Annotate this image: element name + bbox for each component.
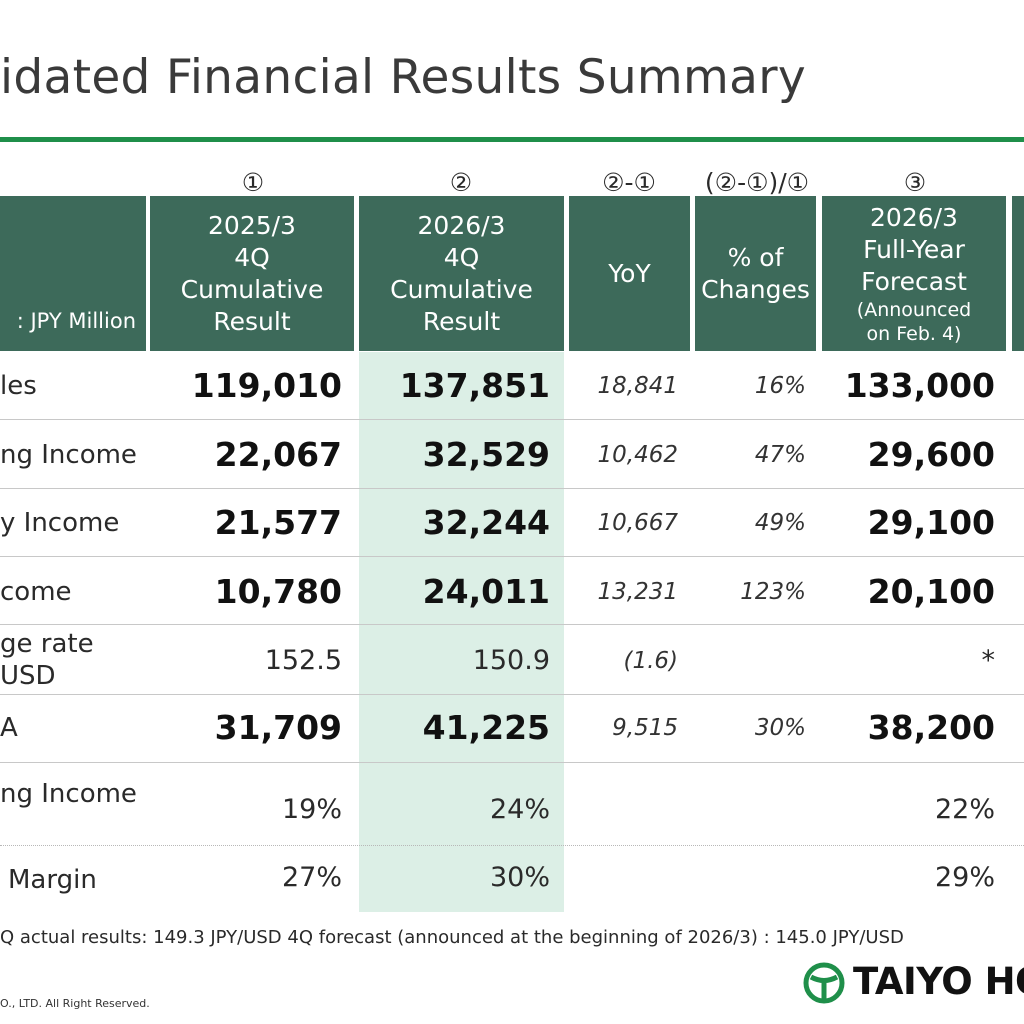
header-col1: 2025/3 4Q Cumulative Result	[150, 196, 354, 351]
header-col1-line: 4Q	[234, 242, 270, 272]
cell-forecast: 38,200	[867, 708, 995, 747]
row-label: come	[0, 577, 72, 607]
exchange-rate-footnote: Q actual results: 149.3 JPY/USD 4Q forec…	[0, 927, 904, 948]
header-col2-line: 2026/3	[417, 210, 506, 240]
row-label: ng Income	[0, 440, 137, 470]
row-divider	[0, 845, 1024, 847]
cell-2025: 31,709	[214, 708, 342, 747]
cell-2026: 24,011	[422, 572, 550, 611]
row-label: USD	[0, 661, 56, 691]
header-unit-cell: : JPY Million	[0, 196, 146, 351]
header-col5-note: on Feb. 4)	[866, 322, 962, 345]
cell-2026: 24%	[489, 794, 550, 825]
page-title: idated Financial Results Summary	[0, 50, 806, 105]
marker-col2: ②	[449, 168, 473, 197]
row-label: y Income	[0, 508, 120, 538]
header-col2-line: Result	[422, 306, 501, 336]
cell-2025: 119,010	[191, 366, 342, 405]
marker-col4: (②-①)/①	[704, 168, 810, 197]
cell-yoy: 9,515	[612, 715, 678, 741]
current-year-highlight	[359, 352, 564, 912]
cell-2025: 27%	[281, 862, 342, 893]
taiyo-logo-icon	[803, 962, 845, 1004]
marker-col5: ③	[903, 168, 927, 197]
row-divider	[0, 762, 1024, 763]
row-label: Margin	[8, 865, 97, 895]
row-divider	[0, 694, 1024, 695]
cell-yoy: 10,462	[597, 442, 678, 468]
header-col2: 2026/3 4Q Cumulative Result	[359, 196, 564, 351]
cell-2026: 150.9	[472, 645, 550, 676]
cell-yoy: 13,231	[597, 579, 678, 605]
row-label: ng Income	[0, 779, 137, 809]
cell-forecast: 133,000	[844, 366, 995, 405]
row-label: A	[0, 713, 18, 743]
row-divider	[0, 419, 1024, 420]
company-logo-text: TAIYO HOL	[853, 960, 1024, 1003]
cell-pct: 16%	[754, 373, 806, 399]
cell-forecast: 22%	[934, 794, 995, 825]
header-col5-line: 2026/3	[870, 202, 958, 232]
cell-pct: 30%	[754, 715, 806, 741]
cell-forecast: 29,600	[867, 435, 995, 474]
cell-yoy: (1.6)	[623, 648, 678, 674]
header-col4: % of Changes	[695, 196, 816, 351]
header-col5-line: Full-Year	[863, 234, 965, 264]
cell-2025: 21,577	[214, 503, 342, 542]
cell-forecast: *	[981, 645, 996, 676]
row-divider	[0, 624, 1024, 625]
cell-forecast: 20,100	[867, 572, 995, 611]
header-col3: YoY	[569, 196, 690, 351]
header-col3-line: YoY	[608, 258, 651, 288]
cell-forecast: 29,100	[867, 503, 995, 542]
header-col2-line: Cumulative	[390, 274, 533, 304]
header-col5: 2026/3 Full-Year Forecast (Announced on …	[822, 196, 1006, 351]
header-col1-line: 2025/3	[208, 210, 296, 240]
cell-2025: 19%	[281, 794, 342, 825]
row-label: ge rate	[0, 629, 94, 659]
header-col6-partial	[1012, 196, 1024, 351]
cell-2025: 22,067	[214, 435, 342, 474]
cell-2026: 32,244	[422, 503, 550, 542]
row-divider	[0, 556, 1024, 557]
header-col5-note: (Announced	[856, 298, 972, 321]
header-col2-line: 4Q	[443, 242, 480, 272]
cell-pct: 49%	[754, 510, 806, 536]
marker-col1: ①	[241, 168, 265, 197]
cell-yoy: 10,667	[597, 510, 678, 536]
cell-2025: 10,780	[214, 572, 342, 611]
cell-forecast: 29%	[934, 862, 995, 893]
cell-2026: 30%	[489, 862, 550, 893]
cell-pct: 47%	[754, 442, 806, 468]
header-col1-line: Result	[213, 306, 291, 336]
header-col4-line: % of	[727, 242, 784, 272]
header-col4-line: Changes	[701, 274, 810, 304]
header-col1-line: Cumulative	[180, 274, 324, 304]
cell-yoy: 18,841	[597, 373, 678, 399]
title-rule	[0, 137, 1024, 142]
unit-label: : JPY Million	[16, 309, 136, 333]
copyright-text: O., LTD. All Right Reserved.	[0, 997, 150, 1010]
row-divider	[0, 488, 1024, 489]
cell-2026: 32,529	[422, 435, 550, 474]
header-col5-line: Forecast	[861, 266, 967, 296]
row-label: les	[0, 371, 37, 401]
cell-2025: 152.5	[264, 645, 342, 676]
cell-pct: 123%	[740, 579, 806, 605]
marker-col3: ②-①	[602, 168, 656, 197]
cell-2026: 137,851	[399, 366, 550, 405]
cell-2026: 41,225	[422, 708, 550, 747]
